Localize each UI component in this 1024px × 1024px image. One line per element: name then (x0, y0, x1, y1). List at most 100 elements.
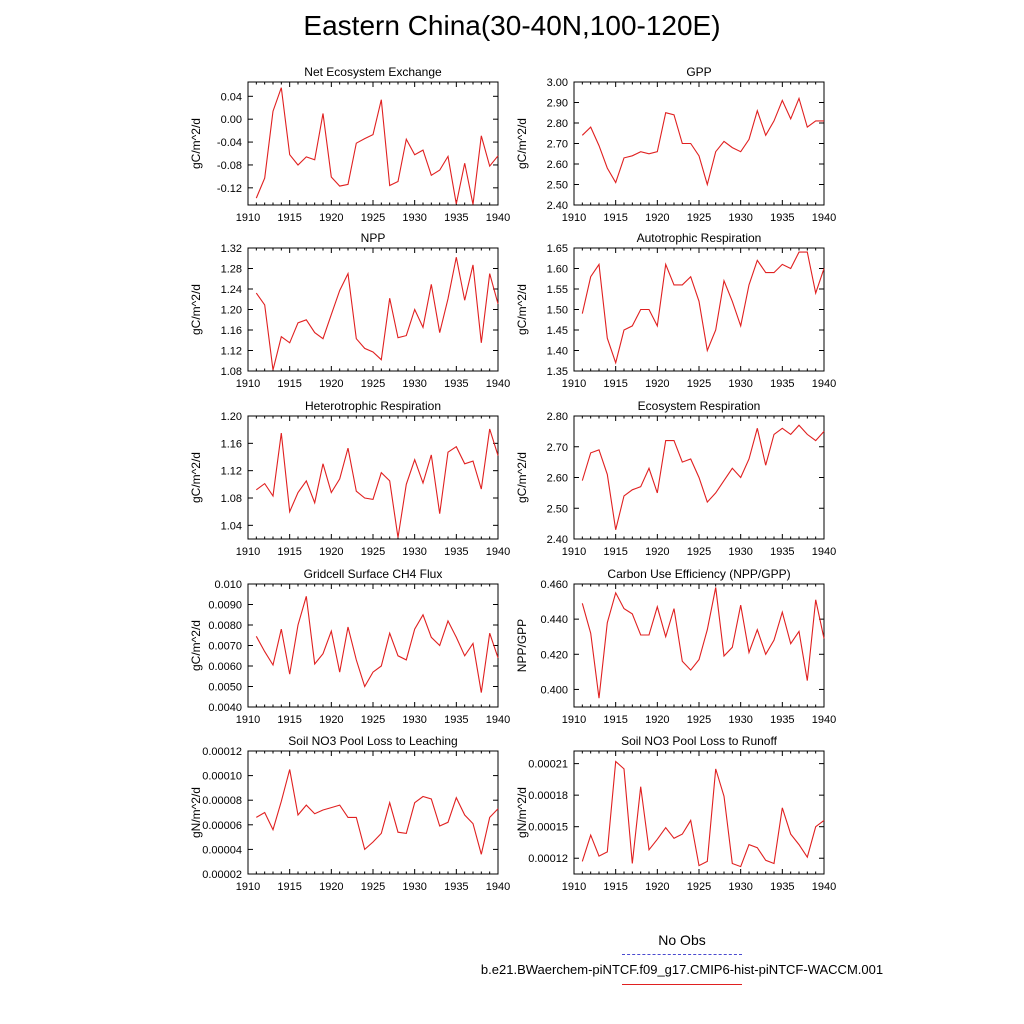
y-axis-label: gC/m^2/d (515, 118, 529, 169)
y-tick-label: 1.08 (221, 493, 242, 505)
x-tick-label: 1910 (236, 546, 260, 558)
x-tick-label: 1940 (486, 212, 510, 224)
y-tick-label: 2.90 (547, 98, 568, 110)
y-axis-label: gC/m^2/d (189, 284, 203, 335)
y-tick-label: 2.70 (547, 139, 568, 151)
y-tick-label: 1.32 (221, 243, 242, 255)
y-tick-label: 0.00006 (202, 820, 242, 832)
y-tick-label: 0.0050 (208, 682, 242, 694)
plot-frame (573, 583, 825, 708)
plot-frame (247, 81, 499, 206)
chart-panel: Soil NO3 Pool Loss to Leaching gN/m^2/d 19… (189, 734, 510, 893)
y-tick-label: 2.60 (547, 473, 568, 485)
y-axis-label: gC/m^2/d (189, 118, 203, 169)
series-line (255, 257, 499, 371)
y-tick-label: 0.00002 (202, 869, 242, 881)
x-tick-label: 1915 (603, 881, 627, 893)
y-tick-label: 1.55 (547, 284, 568, 296)
y-tick-label: 1.16 (221, 325, 242, 337)
chart-panel: Carbon Use Efficiency (NPP/GPP) NPP/GPP 19… (515, 567, 836, 726)
legend-case-label: b.e21.BWaerchem-piNTCF.f09_g17.CMIP6-his… (480, 962, 884, 977)
chart-panel: NPP gC/m^2/d 1910 1915 1920 1925 1930 1935 1940 1… (189, 231, 510, 390)
y-tick-label: 1.45 (547, 325, 568, 337)
x-tick-label: 1930 (728, 546, 752, 558)
y-tick-label: 1.50 (547, 305, 568, 317)
chart-panel: GPP gC/m^2/d 1910 1915 1920 1925 1930 1935 1940 3… (515, 65, 836, 224)
x-tick-label: 1910 (236, 881, 260, 893)
y-tick-label: 0.00008 (202, 795, 242, 807)
x-tick-label: 1920 (645, 881, 669, 893)
x-tick-label: 1930 (402, 212, 426, 224)
chart-title: Carbon Use Efficiency (NPP/GPP) (607, 567, 790, 581)
series-line (255, 596, 499, 693)
series-line (581, 424, 825, 530)
x-tick-label: 1935 (770, 212, 794, 224)
x-tick-label: 1940 (812, 714, 836, 726)
x-tick-label: 1940 (486, 714, 510, 726)
y-tick-label: 1.65 (547, 243, 568, 255)
x-tick-label: 1925 (361, 714, 385, 726)
y-tick-label: 3.00 (547, 77, 568, 89)
y-tick-label: 0.00012 (528, 853, 568, 865)
chart-title: GPP (686, 65, 711, 79)
y-tick-label: 0.00012 (202, 746, 242, 758)
x-tick-label: 1930 (728, 714, 752, 726)
chart-title: Soil NO3 Pool Loss to Leaching (288, 734, 457, 748)
chart-title: Gridcell Surface CH4 Flux (304, 567, 443, 581)
x-tick-label: 1930 (728, 212, 752, 224)
y-tick-label: 2.60 (547, 159, 568, 171)
y-tick-label: 0.00 (221, 114, 242, 126)
x-tick-label: 1925 (687, 881, 711, 893)
series-line (255, 428, 499, 538)
y-axis-label: gC/m^2/d (515, 284, 529, 335)
x-tick-label: 1925 (687, 378, 711, 390)
x-tick-label: 1910 (236, 378, 260, 390)
x-tick-label: 1935 (770, 378, 794, 390)
chart-title: Net Ecosystem Exchange (304, 65, 442, 79)
x-tick-label: 1920 (319, 714, 343, 726)
x-tick-label: 1930 (402, 546, 426, 558)
y-tick-label: 1.20 (221, 411, 242, 423)
plot-frame (573, 81, 825, 206)
x-tick-label: 1930 (728, 378, 752, 390)
y-tick-label: 1.16 (221, 438, 242, 450)
y-tick-label: 0.0080 (208, 620, 242, 632)
y-tick-label: 0.400 (540, 684, 568, 696)
y-tick-label: 0.420 (540, 649, 568, 661)
x-tick-label: 1935 (770, 881, 794, 893)
x-tick-label: 1930 (402, 881, 426, 893)
legend-case-line (622, 984, 742, 985)
chart-panel: Heterotrophic Respiration gC/m^2/d 1910 191… (189, 399, 510, 558)
y-axis-label: gC/m^2/d (189, 452, 203, 503)
series-line (256, 769, 499, 855)
y-tick-label: 0.0090 (208, 600, 242, 612)
x-tick-label: 1935 (444, 881, 468, 893)
y-axis-label: gN/m^2/d (189, 787, 203, 838)
chart-panel: Ecosystem Respiration gC/m^2/d 1910 1915 192… (515, 399, 836, 558)
chart-panel: Gridcell Surface CH4 Flux gC/m^2/d 1910 191… (189, 567, 510, 726)
y-tick-label: 0.0070 (208, 641, 242, 653)
y-tick-label: 0.00004 (202, 844, 242, 856)
y-tick-label: 2.40 (547, 534, 568, 546)
x-tick-label: 1915 (277, 212, 301, 224)
x-tick-label: 1920 (645, 378, 669, 390)
x-tick-label: 1925 (687, 212, 711, 224)
x-tick-label: 1910 (562, 881, 586, 893)
chart-title: NPP (361, 231, 386, 245)
series-line (581, 96, 824, 187)
x-tick-label: 1910 (236, 212, 260, 224)
x-tick-label: 1920 (319, 212, 343, 224)
y-tick-label: 0.0060 (208, 661, 242, 673)
y-tick-label: -0.12 (217, 183, 242, 195)
plot-frame (247, 750, 499, 875)
x-tick-label: 1915 (277, 881, 301, 893)
y-tick-label: 1.40 (547, 346, 568, 358)
series-line (581, 760, 825, 868)
x-tick-label: 1925 (687, 546, 711, 558)
page-title: Eastern China(30-40N,100-120E) (303, 10, 721, 41)
chart-title: Autotrophic Respiration (637, 231, 762, 245)
y-tick-label: 0.010 (214, 579, 242, 591)
x-tick-label: 1935 (444, 714, 468, 726)
x-tick-label: 1915 (603, 714, 627, 726)
x-tick-label: 1910 (562, 546, 586, 558)
